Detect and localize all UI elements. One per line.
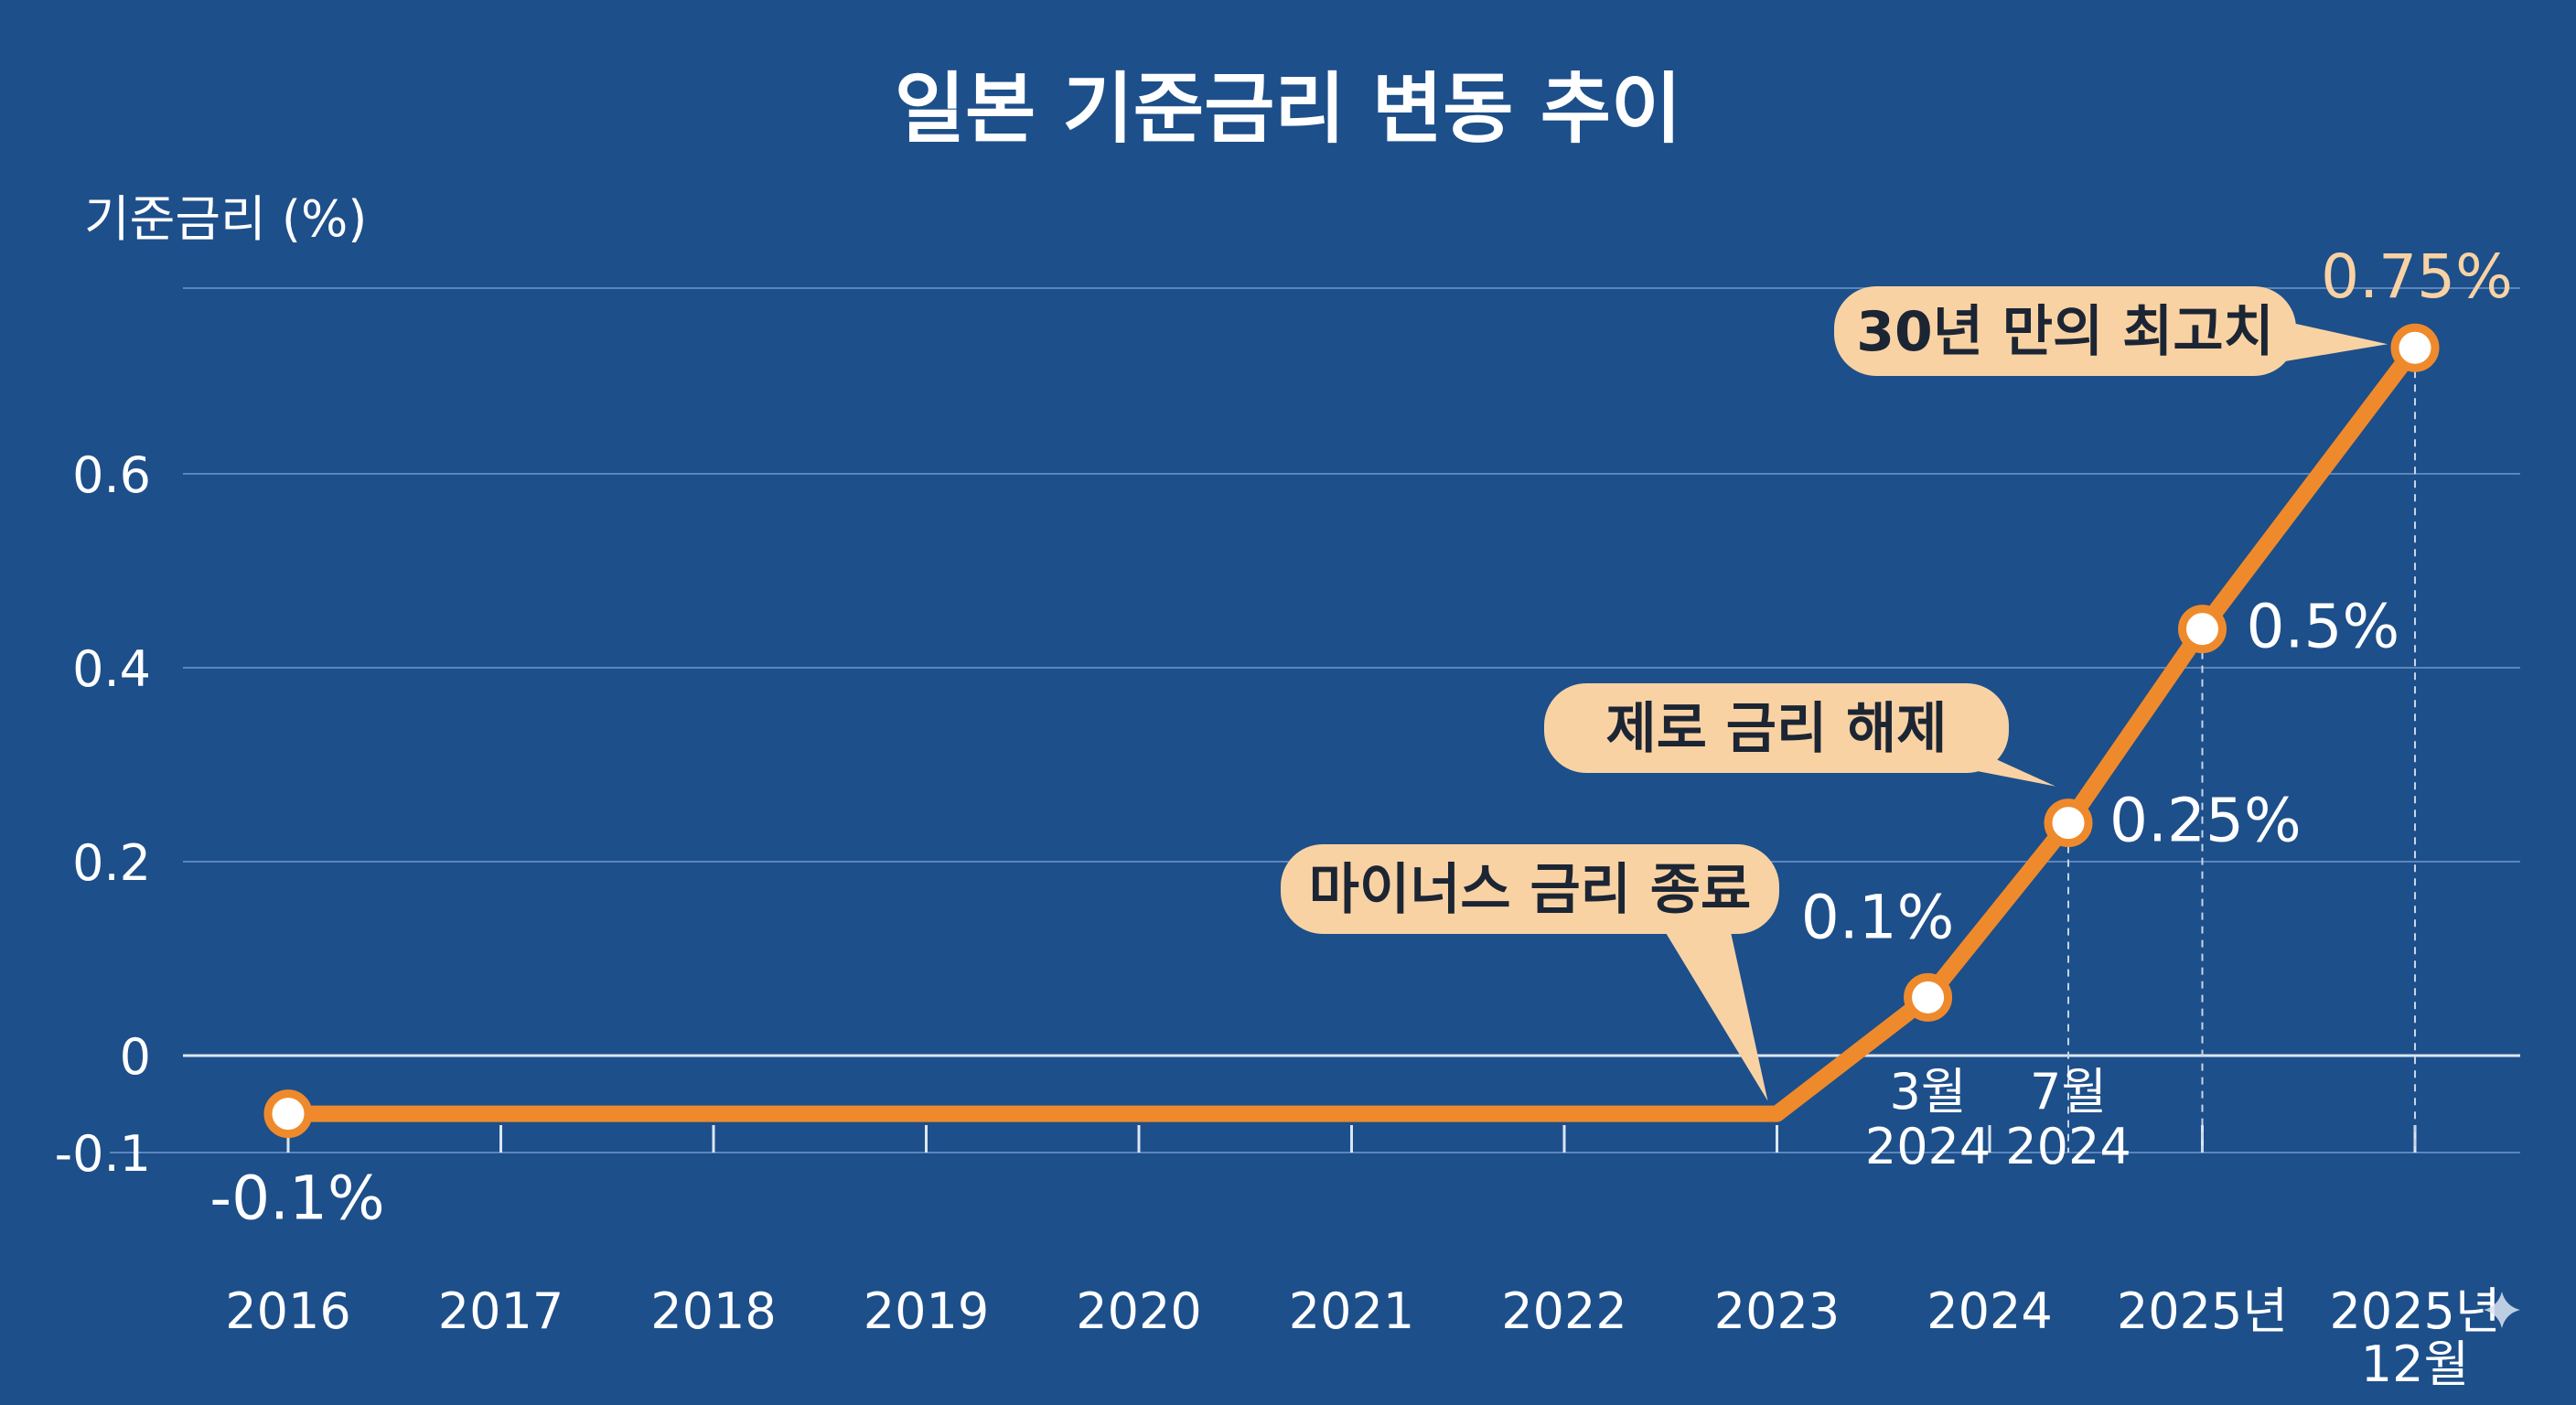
callout-box	[1834, 286, 2296, 376]
point-label: -0.1%	[209, 1164, 385, 1234]
series-line	[280, 339, 2423, 1122]
y-tick-label: 0	[120, 1028, 151, 1086]
y-tick-label: 0.4	[72, 640, 151, 698]
chart-title: 일본 기준금리 변동 추이	[895, 64, 1682, 154]
point-label: 0.25%	[2109, 786, 2302, 856]
point-label: 0.5%	[2247, 592, 2400, 662]
y-tick-label: 0.2	[72, 834, 151, 892]
data-point	[2178, 605, 2227, 654]
x-tick-label: 2016	[225, 1282, 350, 1340]
x-tick-label: 2018	[650, 1282, 776, 1340]
data-point	[1904, 972, 1953, 1022]
x-tick-label: 2019	[864, 1282, 989, 1340]
grid-lines	[110, 287, 2520, 1153]
callouts: 마이너스 금리 종료 제로 금리 해제 30년 만의 최고치	[1281, 286, 2388, 1101]
y-tick-label: 0.6	[72, 446, 151, 504]
x-tick-label: 2025년	[2117, 1282, 2288, 1340]
y-axis-label: 기준금리 (%)	[84, 190, 367, 248]
guide-lines	[2067, 370, 2416, 1153]
x-tick-label: 2023	[1714, 1282, 1840, 1340]
x-tick-label: 2020	[1076, 1282, 1201, 1340]
data-point	[2390, 323, 2440, 372]
x-tick-label: 2025년 12월	[2329, 1282, 2500, 1393]
point-label: 0.1%	[1801, 882, 1955, 952]
x-tick-label: 2022	[1501, 1282, 1626, 1340]
callout-box	[1544, 683, 2009, 773]
data-point	[2044, 799, 2093, 848]
x-tick-label: 2021	[1289, 1282, 1414, 1340]
callout: 30년 만의 최고치	[1834, 286, 2388, 376]
point-date-label: 7월 2024	[2005, 1063, 2131, 1175]
data-series	[263, 323, 2440, 1139]
callout: 마이너스 금리 종료	[1281, 844, 1779, 1101]
point-label: 0.75%	[2321, 241, 2513, 312]
callout-text: 30년 만의 최고치	[1856, 300, 2273, 364]
point-date-label: 3월 2024	[1865, 1063, 1991, 1175]
data-point	[263, 1089, 313, 1139]
x-tick-labels: 2016 2017 2018 2019 2020 2021 2022 2023 2024 2025…	[225, 1125, 2501, 1393]
x-tick-label: 2017	[438, 1282, 564, 1340]
callout-tail	[2280, 320, 2388, 362]
callout-box	[1281, 844, 1779, 934]
callout-text: 제로 금리 해제	[1606, 697, 1948, 761]
y-tick-labels: 0.6 0.4 0.2 0 -0.1	[55, 446, 151, 1183]
callout-text: 마이너스 금리 종료	[1309, 858, 1751, 922]
callout-tail	[1660, 924, 1768, 1101]
x-tick-label: 2024	[1927, 1282, 2052, 1340]
callout: 제로 금리 해제	[1544, 683, 2056, 787]
sparkle-icon	[2484, 1292, 2520, 1328]
y-tick-label: -0.1	[55, 1125, 151, 1183]
